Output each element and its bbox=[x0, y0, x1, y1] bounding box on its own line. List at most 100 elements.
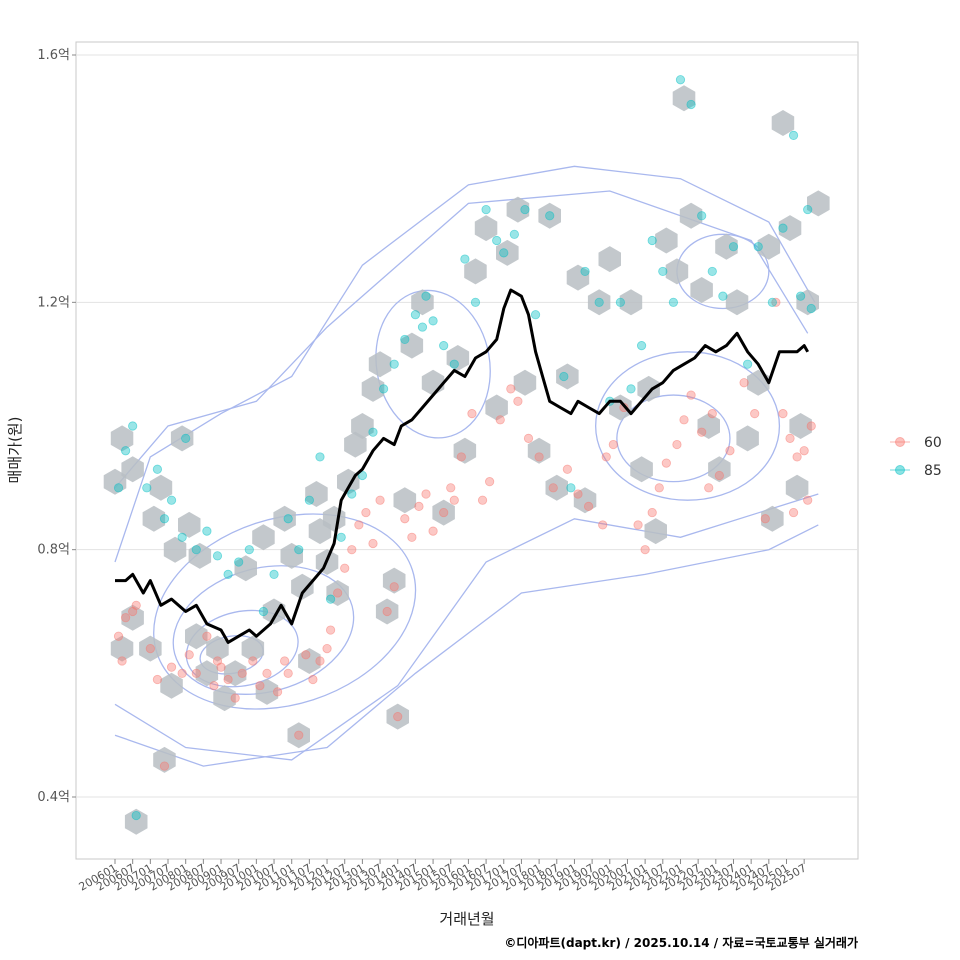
point-60 bbox=[209, 681, 219, 691]
point-85 bbox=[223, 569, 233, 580]
point-60 bbox=[799, 446, 809, 456]
hexbin bbox=[453, 437, 477, 464]
hexbin bbox=[785, 474, 809, 501]
hexbin bbox=[725, 289, 749, 316]
hexbin bbox=[142, 505, 166, 532]
hexbin bbox=[188, 542, 212, 569]
point-60 bbox=[407, 532, 417, 542]
hexbin bbox=[375, 598, 399, 625]
hexbin bbox=[305, 481, 328, 507]
point-60 bbox=[212, 656, 223, 666]
point-60 bbox=[421, 489, 431, 499]
point-85 bbox=[336, 532, 346, 542]
point-85 bbox=[788, 130, 799, 140]
hexbin bbox=[474, 215, 498, 242]
point-85 bbox=[460, 254, 470, 264]
hexbin bbox=[807, 190, 830, 217]
point-60 bbox=[562, 464, 572, 474]
point-85 bbox=[244, 545, 254, 555]
point-60 bbox=[647, 507, 657, 518]
point-85 bbox=[796, 291, 806, 301]
point-60 bbox=[495, 415, 505, 425]
density-band bbox=[114, 190, 809, 489]
point-60 bbox=[697, 427, 707, 437]
point-85 bbox=[707, 266, 717, 277]
hexbin bbox=[241, 635, 265, 662]
point-85 bbox=[566, 483, 576, 493]
point-85 bbox=[718, 291, 728, 301]
point-60 bbox=[368, 538, 378, 549]
point-60 bbox=[382, 606, 392, 617]
point-60 bbox=[428, 526, 438, 536]
density-band bbox=[114, 524, 819, 767]
hexbin bbox=[655, 227, 678, 254]
point-60 bbox=[145, 643, 155, 654]
hexbin bbox=[110, 425, 134, 452]
x-axis-title: 거래년월 bbox=[439, 910, 494, 928]
point-60 bbox=[750, 409, 760, 419]
hexbin bbox=[121, 604, 144, 631]
hexbin bbox=[506, 196, 530, 223]
point-85 bbox=[152, 464, 163, 474]
point-60 bbox=[661, 458, 671, 468]
point-85 bbox=[728, 242, 739, 252]
point-60 bbox=[283, 668, 293, 678]
legend: 60 85 bbox=[890, 435, 942, 479]
hexbin bbox=[393, 487, 417, 514]
hexbin bbox=[326, 580, 349, 606]
hexbin bbox=[708, 456, 731, 483]
point-85 bbox=[647, 235, 657, 246]
density-contour bbox=[594, 351, 781, 501]
y-axis-title: 매매가(원) bbox=[6, 417, 24, 484]
point-60 bbox=[467, 409, 477, 419]
hexbin bbox=[368, 351, 392, 378]
point-85 bbox=[449, 359, 459, 369]
point-85 bbox=[191, 545, 201, 555]
hexbin bbox=[195, 660, 219, 687]
point-85 bbox=[470, 297, 481, 307]
hexbin bbox=[139, 635, 162, 662]
point-60 bbox=[739, 378, 749, 388]
point-85 bbox=[234, 557, 244, 567]
point-60 bbox=[513, 396, 523, 406]
hexbin bbox=[121, 456, 144, 483]
point-85 bbox=[615, 297, 625, 307]
hexbin bbox=[178, 511, 201, 538]
point-85 bbox=[743, 359, 753, 369]
point-85 bbox=[368, 427, 378, 437]
point-60 bbox=[792, 452, 802, 462]
point-60 bbox=[548, 483, 558, 493]
point-60 bbox=[389, 582, 399, 592]
y-tick-label: 1.2억 bbox=[37, 295, 70, 310]
hexbin bbox=[527, 437, 551, 464]
hexbin bbox=[206, 635, 229, 662]
point-85 bbox=[410, 310, 421, 320]
hexbin bbox=[587, 289, 611, 316]
hexbin bbox=[715, 233, 738, 260]
hexbin bbox=[513, 369, 537, 396]
hexbin bbox=[679, 202, 703, 229]
point-60 bbox=[117, 656, 127, 666]
point-85 bbox=[668, 297, 679, 307]
legend-key-point bbox=[895, 437, 905, 447]
hexbin bbox=[252, 524, 275, 551]
legend-label: 85 bbox=[924, 463, 942, 479]
point-60 bbox=[340, 563, 350, 573]
point-60 bbox=[393, 712, 403, 722]
point-60 bbox=[262, 668, 272, 678]
point-85 bbox=[128, 421, 138, 431]
point-60 bbox=[456, 452, 466, 462]
point-85 bbox=[675, 75, 686, 85]
point-60 bbox=[446, 483, 456, 493]
point-85 bbox=[378, 384, 389, 394]
point-60 bbox=[788, 507, 799, 518]
density-contour bbox=[616, 394, 731, 483]
point-60 bbox=[294, 730, 304, 740]
legend-key-point bbox=[895, 465, 905, 475]
point-60 bbox=[439, 507, 449, 518]
point-60 bbox=[375, 495, 385, 505]
point-85 bbox=[439, 341, 449, 351]
point-85 bbox=[580, 266, 590, 277]
hexbin bbox=[351, 413, 374, 439]
point-60 bbox=[573, 489, 583, 499]
